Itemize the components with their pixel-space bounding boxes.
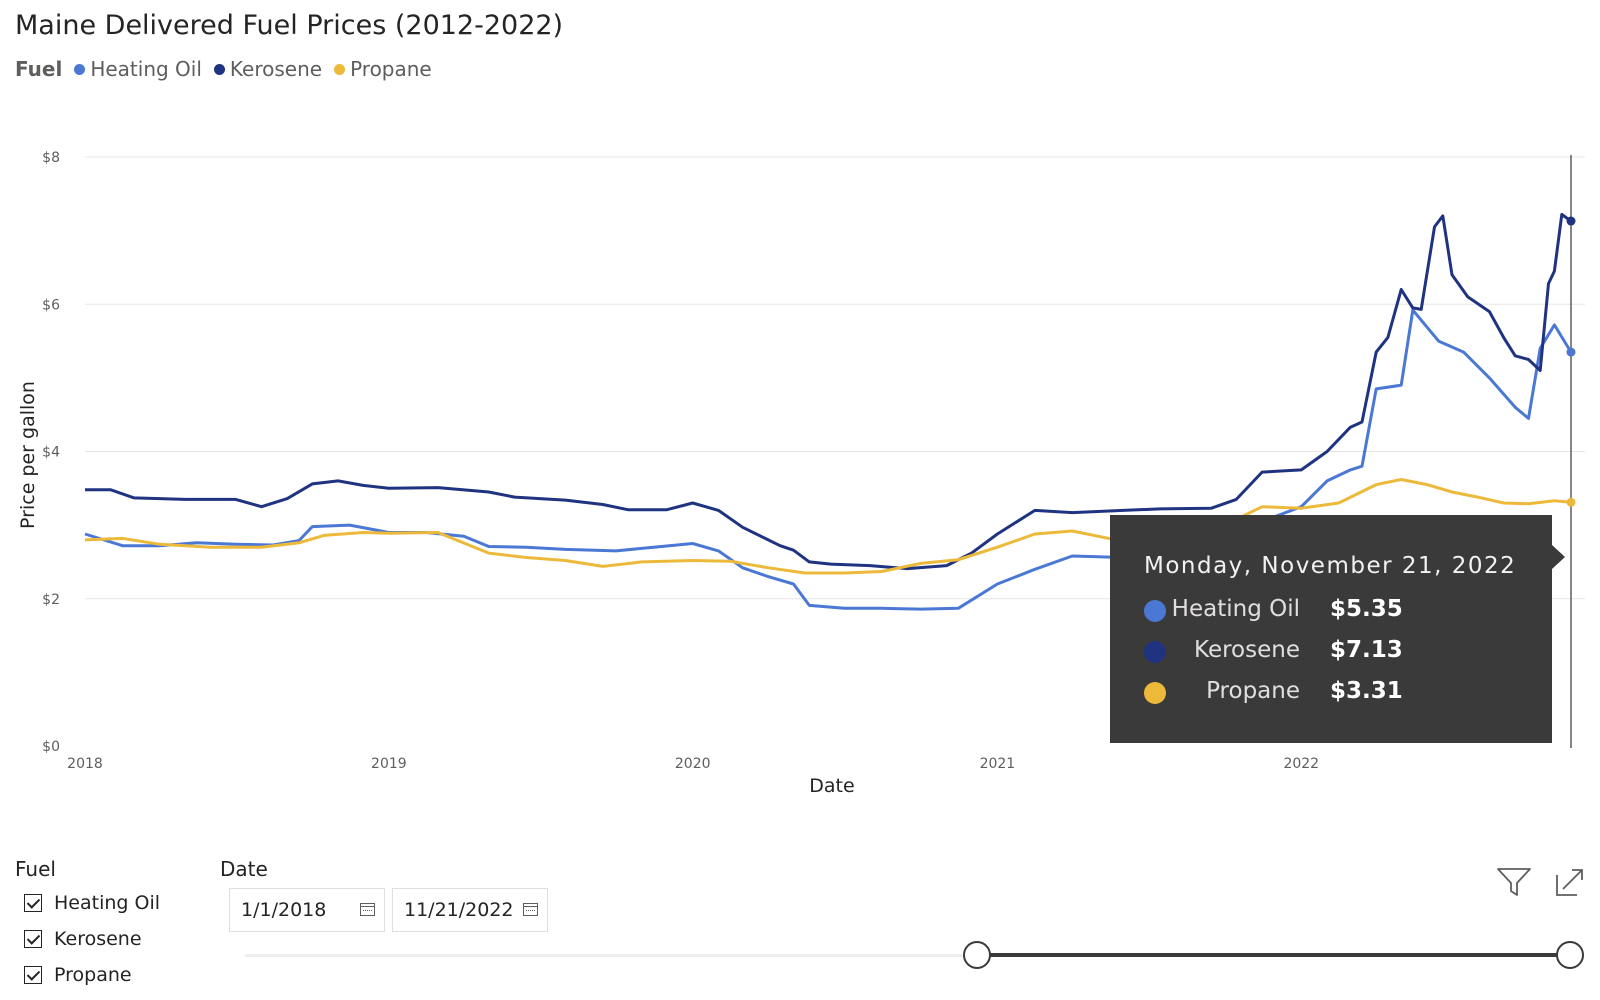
- hover-point-kerosene: [1566, 216, 1576, 226]
- date-range-slider-track[interactable]: [245, 954, 1572, 957]
- checkbox-checked[interactable]: [24, 930, 42, 948]
- tooltip-dot-kerosene: [1144, 641, 1166, 663]
- y-tick-label: $6: [42, 297, 60, 313]
- date-range-start-handle[interactable]: [963, 941, 991, 969]
- tooltip-row-kerosene: Kerosene $7.13: [1144, 637, 1544, 667]
- tooltip-value: $7.13: [1330, 637, 1403, 663]
- checkbox-label: Kerosene: [54, 928, 142, 950]
- fuel-slicer-title: Fuel: [15, 857, 56, 881]
- legend-item-propane[interactable]: Propane: [334, 57, 432, 81]
- date-slicer-title: Date: [220, 857, 268, 881]
- line-chart[interactable]: $0 $2 $4 $6 $8 2018 2019 2020 2021 2022 Price pe…: [0, 0, 1600, 800]
- start-date-value: 1/1/2018: [241, 899, 327, 921]
- series-line-kerosene[interactable]: [85, 212, 1572, 571]
- tooltip-label: Kerosene: [1194, 637, 1300, 663]
- legend-item-kerosene[interactable]: Kerosene: [213, 57, 323, 81]
- fuel-checkbox-heating-oil[interactable]: Heating Oil: [24, 892, 160, 914]
- tooltip-row-propane: Propane $3.31: [1144, 678, 1544, 708]
- hover-point-heating-oil: [1566, 347, 1576, 357]
- y-axis-label: Price per gallon: [17, 381, 39, 529]
- filter-icon[interactable]: [1496, 866, 1532, 898]
- y-tick-label: $2: [42, 592, 60, 608]
- x-tick-label: 2018: [67, 756, 103, 772]
- calendar-icon[interactable]: [360, 903, 375, 916]
- tooltip-value: $3.31: [1330, 678, 1403, 704]
- hover-points: [1566, 216, 1576, 507]
- date-range-slider-fill: [975, 953, 1569, 957]
- focus-mode-icon[interactable]: [1554, 866, 1586, 898]
- x-tick-label: 2020: [675, 756, 711, 772]
- tooltip-arrow: [1552, 545, 1565, 569]
- series-line-propane[interactable]: [84, 478, 1572, 575]
- tooltip-dot-heating-oil: [1144, 600, 1166, 622]
- end-date-input[interactable]: 11/21/2022: [392, 888, 548, 932]
- checkbox-checked[interactable]: [24, 966, 42, 984]
- date-range-end-handle[interactable]: [1556, 941, 1584, 969]
- x-tick-label: 2019: [371, 756, 407, 772]
- x-tick-label: 2022: [1283, 756, 1319, 772]
- fuel-checkbox-propane[interactable]: Propane: [24, 964, 132, 986]
- checkbox-checked[interactable]: [24, 894, 42, 912]
- tooltip-dot-propane: [1144, 682, 1166, 704]
- tooltip-value: $5.35: [1330, 596, 1403, 622]
- legend-dot-kerosene: [213, 63, 225, 75]
- legend-label-heating-oil: Heating Oil: [90, 57, 202, 81]
- calendar-icon[interactable]: [523, 903, 538, 916]
- chart-series: [84, 212, 1573, 611]
- legend-dot-heating-oil: [74, 63, 86, 75]
- legend-dot-propane: [334, 63, 346, 75]
- start-date-input[interactable]: 1/1/2018: [229, 888, 385, 932]
- x-axis-label: Date: [809, 775, 854, 797]
- legend-label-kerosene: Kerosene: [229, 57, 323, 81]
- checkbox-label: Propane: [54, 964, 132, 986]
- y-axis-ticks: $0 $2 $4 $6 $8: [42, 150, 60, 755]
- fuel-checkbox-kerosene[interactable]: Kerosene: [24, 928, 142, 950]
- checkbox-label: Heating Oil: [54, 892, 161, 914]
- tooltip-label: Propane: [1206, 678, 1300, 704]
- legend-label-propane: Propane: [350, 57, 432, 81]
- x-axis-ticks: 2018 2019 2020 2021 2022: [67, 756, 1319, 772]
- tooltip-date: Monday, November 21, 2022: [1144, 553, 1517, 579]
- chart-legend: Fuel Heating Oil Kerosene Propane: [15, 57, 444, 81]
- tooltip: Monday, November 21, 2022 Heating Oil $5…: [1110, 515, 1565, 743]
- end-date-value: 11/21/2022: [404, 899, 514, 921]
- tooltip-row-heating-oil: Heating Oil $5.35: [1144, 596, 1544, 626]
- x-tick-label: 2021: [980, 756, 1016, 772]
- tooltip-label: Heating Oil: [1171, 596, 1300, 622]
- legend-title: Fuel: [15, 57, 63, 81]
- legend-item-heating-oil[interactable]: Heating Oil: [74, 57, 202, 81]
- y-tick-label: $0: [42, 739, 60, 755]
- y-tick-label: $8: [42, 150, 60, 166]
- y-tick-label: $4: [42, 445, 60, 461]
- chart-title: Maine Delivered Fuel Prices (2012-2022): [15, 10, 564, 41]
- series-line-heating-oil[interactable]: [84, 308, 1573, 611]
- hover-point-propane: [1566, 497, 1576, 507]
